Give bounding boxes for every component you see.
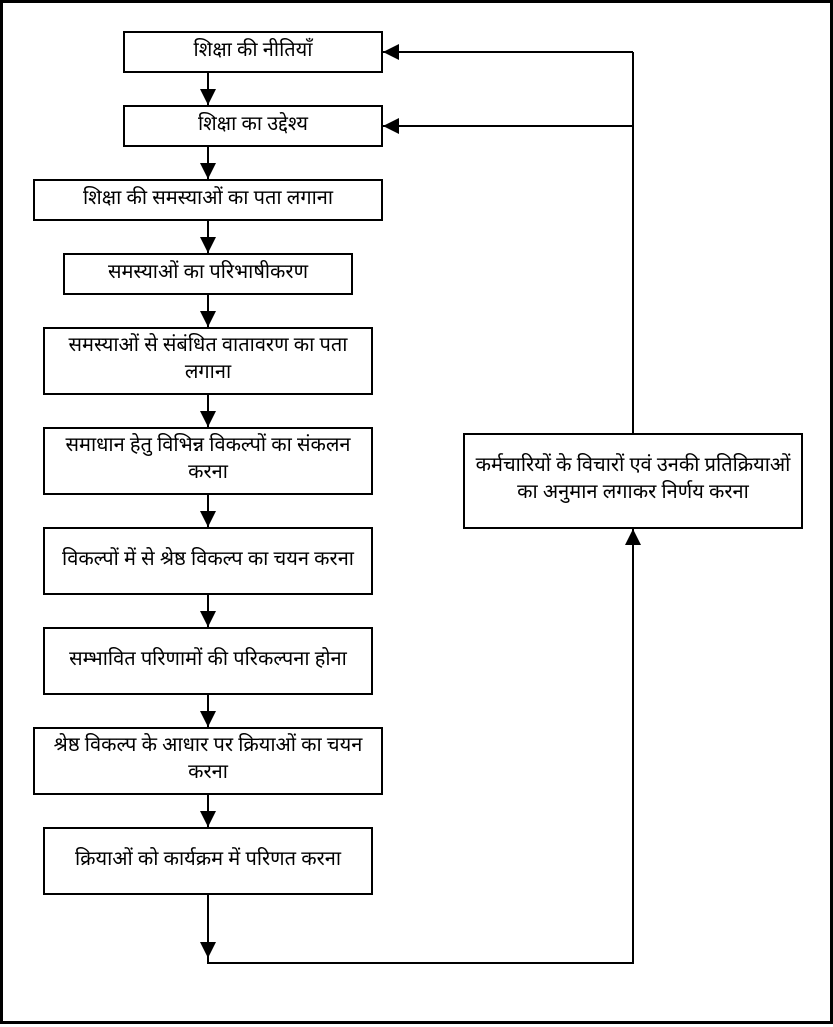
node-label: समस्याओं का परिभाषीकरण (108, 261, 308, 288)
node-side: कर्मचारियों के विचारों एवं उनकी प्रतिक्र… (463, 433, 803, 529)
node-n3: शिक्षा की समस्याओं का पता लगाना (33, 179, 383, 221)
node-label: शिक्षा की नीतियाँ (194, 39, 313, 66)
node-label: कर्मचारियों के विचारों एवं उनकी प्रतिक्र… (475, 454, 791, 508)
node-n8: सम्भावित परिणामों की परिकल्पना होना (43, 627, 373, 695)
flowchart-canvas: शिक्षा की नीतियाँ शिक्षा का उद्देश्य शिक… (0, 0, 833, 1024)
node-label: श्रेष्ठ विकल्प के आधार पर क्रियाओं का चय… (45, 734, 371, 788)
node-n2: शिक्षा का उद्देश्य (123, 105, 383, 147)
node-n5: समस्याओं से संबंधित वातावरण का पता लगाना (43, 327, 373, 395)
node-label: समाधान हेतु विभिन्न विकल्पों का संकलन कर… (55, 434, 361, 488)
node-n10: क्रियाओं को कार्यक्रम में परिणत करना (43, 827, 373, 895)
node-label: समस्याओं से संबंधित वातावरण का पता लगाना (55, 334, 361, 388)
node-label: शिक्षा का उद्देश्य (198, 113, 308, 140)
node-label: क्रियाओं को कार्यक्रम में परिणत करना (75, 848, 341, 875)
node-n7: विकल्पों में से श्रेष्ठ विकल्प का चयन कर… (43, 527, 373, 595)
node-n4: समस्याओं का परिभाषीकरण (63, 253, 353, 295)
node-label: विकल्पों में से श्रेष्ठ विकल्प का चयन कर… (62, 548, 354, 575)
node-n1: शिक्षा की नीतियाँ (123, 31, 383, 73)
node-n6: समाधान हेतु विभिन्न विकल्पों का संकलन कर… (43, 427, 373, 495)
node-n9: श्रेष्ठ विकल्प के आधार पर क्रियाओं का चय… (33, 727, 383, 795)
node-label: शिक्षा की समस्याओं का पता लगाना (83, 187, 333, 214)
node-label: सम्भावित परिणामों की परिकल्पना होना (69, 648, 347, 675)
